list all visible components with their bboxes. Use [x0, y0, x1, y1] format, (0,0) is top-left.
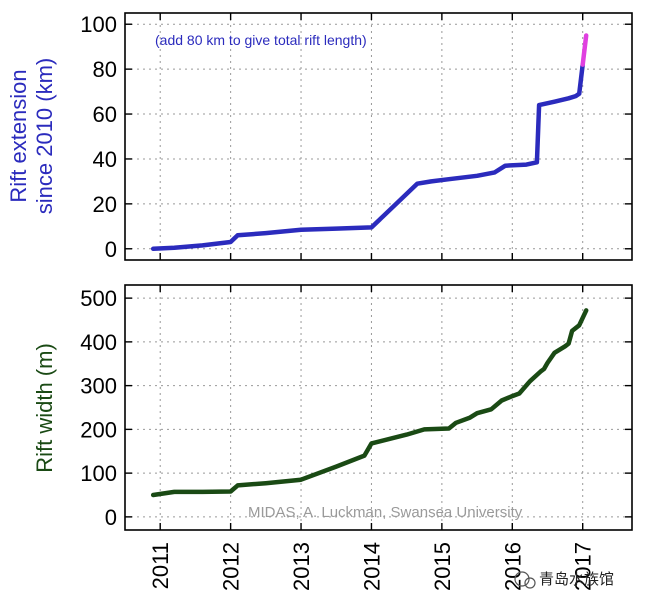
x-tick-label-4: 2015 — [430, 542, 455, 591]
y-tick-label-bottom-5: 500 — [80, 286, 117, 311]
watermark-text: 青岛水族馆 — [539, 570, 614, 588]
grid-bottom — [125, 285, 632, 530]
y-tick-label-top-4: 80 — [93, 57, 117, 82]
series-line-bottom-0 — [150, 308, 589, 498]
y-axis-label-bottom: Rift width (m) — [32, 343, 57, 473]
x-tick-label-6: 2017 — [571, 542, 596, 591]
x-tick-label-0: 2011 — [148, 542, 173, 589]
y-tick-label-bottom-2: 200 — [80, 417, 117, 442]
wechat-icon-inner — [524, 577, 536, 589]
y-ticks-bottom: 0 100 200 300 400 500 — [80, 286, 632, 530]
y-tick-label-bottom-4: 400 — [80, 330, 117, 355]
series-line-top-0 — [150, 62, 585, 252]
y-axis-label-top-line1: Rift extension — [6, 69, 31, 202]
wechat-icon — [514, 571, 530, 587]
y-tick-label-top-0: 0 — [105, 237, 117, 262]
grid-top — [125, 13, 632, 260]
rift-extension-panel: 0 20 40 60 80 100 (add 80 km to give total ri… — [6, 12, 633, 262]
y-tick-label-top-5: 100 — [80, 12, 117, 37]
series-top — [150, 33, 589, 252]
y-tick-label-bottom-0: 0 — [105, 505, 117, 530]
y-ticks-top: 0 20 40 60 80 100 — [80, 12, 632, 262]
y-axis-label-top-line2: since 2010 (km) — [32, 58, 57, 215]
series-bottom — [150, 308, 589, 498]
credit-text: MIDAS, A. Luckman, Swansea University — [248, 504, 523, 521]
annotation-text: (add 80 km to give total rift length) — [155, 32, 367, 48]
y-tick-label-top-2: 40 — [93, 147, 117, 172]
y-tick-label-bottom-3: 300 — [80, 374, 117, 399]
y-tick-label-bottom-1: 100 — [80, 461, 117, 486]
y-tick-label-top-1: 20 — [93, 192, 117, 217]
x-tick-label-5: 2016 — [500, 542, 525, 591]
x-tick-label-3: 2014 — [360, 542, 385, 591]
y-tick-label-top-3: 60 — [93, 102, 117, 127]
series-line-top-1 — [580, 33, 589, 67]
x-tick-label-2: 2013 — [289, 542, 314, 591]
plot-frame-top — [124, 12, 633, 261]
x-tick-label-1: 2012 — [219, 542, 244, 591]
x-ticks-bottom: 2011 2012 2013 2014 2015 2016 2017 — [148, 542, 596, 591]
watermark: 青岛水族馆 — [514, 570, 614, 589]
plot-frame-bottom — [124, 284, 633, 531]
